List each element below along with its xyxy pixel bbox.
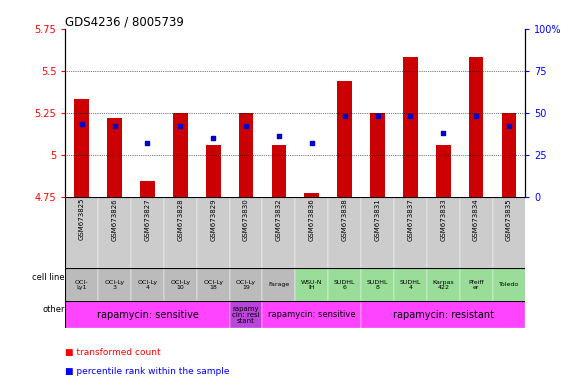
Bar — [403, 57, 418, 197]
Text: Pfeiff
er: Pfeiff er — [468, 280, 484, 290]
FancyBboxPatch shape — [328, 268, 361, 301]
Text: GSM673829: GSM673829 — [210, 198, 216, 241]
Text: ■ transformed count: ■ transformed count — [65, 348, 161, 357]
Bar — [370, 113, 385, 197]
Text: OCI-Ly
18: OCI-Ly 18 — [203, 280, 223, 290]
Text: GSM673831: GSM673831 — [374, 198, 381, 241]
FancyBboxPatch shape — [427, 268, 460, 301]
FancyBboxPatch shape — [361, 197, 394, 268]
Point — [438, 130, 448, 136]
Point — [77, 121, 86, 127]
Bar — [173, 113, 188, 197]
Text: OCI-Ly
19: OCI-Ly 19 — [236, 280, 256, 290]
Text: Toledo: Toledo — [499, 282, 519, 287]
FancyBboxPatch shape — [295, 268, 328, 301]
Text: SUDHL
8: SUDHL 8 — [367, 280, 389, 290]
Point — [307, 140, 316, 146]
Bar — [74, 99, 89, 197]
Text: GSM673834: GSM673834 — [473, 198, 479, 241]
FancyBboxPatch shape — [98, 268, 131, 301]
Text: GSM673828: GSM673828 — [177, 198, 183, 241]
FancyBboxPatch shape — [460, 197, 492, 268]
Text: GDS4236 / 8005739: GDS4236 / 8005739 — [65, 16, 184, 29]
FancyBboxPatch shape — [262, 197, 295, 268]
FancyBboxPatch shape — [164, 197, 197, 268]
Point — [406, 113, 415, 119]
FancyBboxPatch shape — [262, 301, 361, 328]
Text: GSM673830: GSM673830 — [243, 198, 249, 241]
FancyBboxPatch shape — [361, 268, 394, 301]
Point — [504, 123, 513, 129]
FancyBboxPatch shape — [229, 301, 262, 328]
Text: WSU-N
IH: WSU-N IH — [301, 280, 323, 290]
Bar — [304, 193, 319, 197]
FancyBboxPatch shape — [131, 268, 164, 301]
FancyBboxPatch shape — [394, 197, 427, 268]
Text: GSM673827: GSM673827 — [144, 198, 151, 241]
Bar — [436, 144, 450, 197]
Text: Karpas
422: Karpas 422 — [432, 280, 454, 290]
FancyBboxPatch shape — [164, 268, 197, 301]
Point — [176, 123, 185, 129]
FancyBboxPatch shape — [492, 197, 525, 268]
Text: GSM673838: GSM673838 — [342, 198, 348, 241]
FancyBboxPatch shape — [197, 197, 229, 268]
Text: GSM673833: GSM673833 — [440, 198, 446, 241]
Point — [274, 133, 283, 139]
Text: GSM673826: GSM673826 — [112, 198, 118, 241]
Point — [340, 113, 349, 119]
FancyBboxPatch shape — [131, 197, 164, 268]
Bar — [502, 113, 516, 197]
Text: SUDHL
6: SUDHL 6 — [334, 280, 356, 290]
Text: cell line: cell line — [32, 273, 65, 282]
Bar — [469, 57, 483, 197]
Bar — [140, 181, 155, 197]
Text: SUDHL
4: SUDHL 4 — [400, 280, 421, 290]
Text: OCI-Ly
10: OCI-Ly 10 — [170, 280, 190, 290]
Text: rapamycin: resistant: rapamycin: resistant — [392, 310, 494, 320]
FancyBboxPatch shape — [394, 268, 427, 301]
Text: GSM673832: GSM673832 — [276, 198, 282, 241]
FancyBboxPatch shape — [427, 197, 460, 268]
Point — [143, 140, 152, 146]
Text: OCI-Ly
4: OCI-Ly 4 — [137, 280, 157, 290]
Point — [110, 123, 119, 129]
Bar — [107, 118, 122, 197]
Point — [241, 123, 250, 129]
Text: ■ percentile rank within the sample: ■ percentile rank within the sample — [65, 367, 230, 376]
FancyBboxPatch shape — [295, 197, 328, 268]
Text: GSM673836: GSM673836 — [309, 198, 315, 241]
FancyBboxPatch shape — [328, 197, 361, 268]
Point — [208, 135, 218, 141]
Text: other: other — [42, 305, 65, 314]
Point — [373, 113, 382, 119]
FancyBboxPatch shape — [460, 268, 492, 301]
FancyBboxPatch shape — [197, 268, 229, 301]
Point — [471, 113, 481, 119]
Bar — [272, 144, 286, 197]
Bar — [337, 81, 352, 197]
FancyBboxPatch shape — [65, 197, 98, 268]
FancyBboxPatch shape — [262, 268, 295, 301]
Text: OCI-Ly
3: OCI-Ly 3 — [105, 280, 125, 290]
Text: OCI-
Ly1: OCI- Ly1 — [75, 280, 89, 290]
FancyBboxPatch shape — [229, 197, 262, 268]
Bar — [239, 113, 253, 197]
Text: GSM673835: GSM673835 — [506, 198, 512, 241]
FancyBboxPatch shape — [229, 268, 262, 301]
FancyBboxPatch shape — [361, 301, 525, 328]
Text: rapamycin: sensitive: rapamycin: sensitive — [97, 310, 198, 320]
FancyBboxPatch shape — [65, 268, 98, 301]
Bar — [206, 144, 220, 197]
FancyBboxPatch shape — [98, 197, 131, 268]
Text: Farage: Farage — [268, 282, 290, 287]
FancyBboxPatch shape — [65, 301, 229, 328]
Text: rapamycin: sensitive: rapamycin: sensitive — [268, 310, 356, 319]
Text: GSM673825: GSM673825 — [79, 198, 85, 240]
FancyBboxPatch shape — [492, 268, 525, 301]
Text: rapamy
cin: resi
stant: rapamy cin: resi stant — [232, 306, 260, 324]
Text: GSM673837: GSM673837 — [407, 198, 414, 241]
